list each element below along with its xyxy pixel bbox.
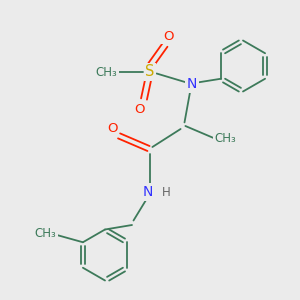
Text: S: S <box>145 64 155 80</box>
Text: O: O <box>107 122 118 136</box>
Text: N: N <box>187 77 197 91</box>
Text: CH₃: CH₃ <box>214 131 236 145</box>
Text: O: O <box>163 29 173 43</box>
Text: H: H <box>162 185 171 199</box>
Text: CH₃: CH₃ <box>96 65 117 79</box>
Text: N: N <box>142 185 153 199</box>
Text: CH₃: CH₃ <box>34 227 56 240</box>
Text: O: O <box>134 103 145 116</box>
